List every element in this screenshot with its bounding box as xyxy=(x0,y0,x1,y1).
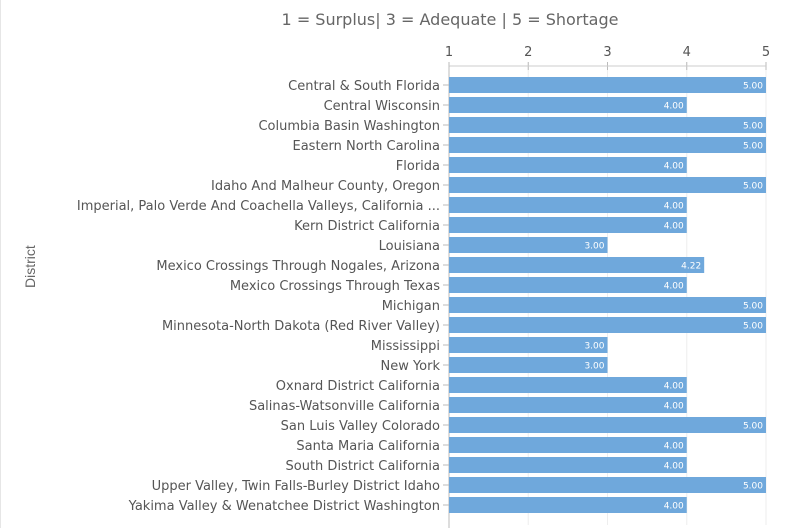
bar-value-label: 4.00 xyxy=(664,462,684,472)
bar-value-label: 5.00 xyxy=(743,422,763,432)
category-label: Kern District California xyxy=(294,219,440,234)
bar xyxy=(449,157,687,173)
x-tick-label: 5 xyxy=(762,45,770,60)
bar xyxy=(449,177,766,193)
category-label: Imperial, Palo Verde And Coachella Valle… xyxy=(77,199,440,214)
bar-value-label: 4.00 xyxy=(664,162,684,172)
bar-value-label: 4.00 xyxy=(664,222,684,232)
bar xyxy=(449,197,687,213)
bar-value-label: 4.00 xyxy=(664,382,684,392)
chart-title: 1 = Surplus| 3 = Adequate | 5 = Shortage xyxy=(281,10,619,29)
bar xyxy=(449,77,766,93)
bar-value-label: 4.22 xyxy=(681,262,701,272)
category-label: Florida xyxy=(396,159,440,174)
bar-value-label: 3.00 xyxy=(584,242,604,252)
x-tick-label: 3 xyxy=(603,45,611,60)
category-label: Mexico Crossings Through Texas xyxy=(230,279,440,294)
bar-value-label: 4.00 xyxy=(664,402,684,412)
x-tick-label: 1 xyxy=(445,45,453,60)
category-label: Salinas-Watsonville California xyxy=(249,399,440,414)
bar xyxy=(449,277,687,293)
category-label: San Luis Valley Colorado xyxy=(281,419,440,434)
bar xyxy=(449,357,608,373)
bar xyxy=(449,117,766,133)
category-label: Columbia Basin Washington xyxy=(258,119,440,134)
bar-value-label: 5.00 xyxy=(743,122,763,132)
category-label: Minnesota-North Dakota (Red River Valley… xyxy=(162,319,440,334)
bar xyxy=(449,237,608,253)
bar-value-label: 5.00 xyxy=(743,482,763,492)
bar xyxy=(449,297,766,313)
bar xyxy=(449,137,766,153)
category-label: Oxnard District California xyxy=(276,379,440,394)
x-tick-label: 4 xyxy=(683,45,691,60)
bar-value-label: 4.00 xyxy=(664,282,684,292)
bar-value-label: 5.00 xyxy=(743,322,763,332)
bar xyxy=(449,397,687,413)
bar xyxy=(449,377,687,393)
bar xyxy=(449,97,687,113)
category-label: Louisiana xyxy=(379,239,440,254)
bar-value-label: 4.00 xyxy=(664,202,684,212)
category-label: Santa Maria California xyxy=(296,439,440,454)
category-label: Idaho And Malheur County, Oregon xyxy=(211,179,440,194)
category-label: Central & South Florida xyxy=(288,79,440,94)
category-label: Eastern North Carolina xyxy=(292,139,440,154)
category-label: Yakima Valley & Wenatchee District Washi… xyxy=(128,499,440,514)
category-label: Central Wisconsin xyxy=(324,99,440,114)
bar-value-label: 5.00 xyxy=(743,302,763,312)
bar-value-label: 5.00 xyxy=(743,82,763,92)
category-label: Mississippi xyxy=(371,339,440,354)
x-tick-label: 2 xyxy=(524,45,532,60)
bar-value-label: 3.00 xyxy=(584,342,604,352)
bar-value-label: 3.00 xyxy=(584,362,604,372)
bar xyxy=(449,417,766,433)
bar-value-label: 4.00 xyxy=(664,102,684,112)
bar xyxy=(449,497,687,513)
bar xyxy=(449,337,608,353)
category-label: South District California xyxy=(286,459,440,474)
category-label: Michigan xyxy=(382,299,440,314)
category-label: Upper Valley, Twin Falls-Burley District… xyxy=(152,479,440,494)
bar xyxy=(449,257,705,273)
bar xyxy=(449,317,766,333)
bar xyxy=(449,437,687,453)
bar xyxy=(449,457,687,473)
bar-value-label: 5.00 xyxy=(743,182,763,192)
bar-value-label: 4.00 xyxy=(664,502,684,512)
category-label: New York xyxy=(380,359,440,374)
bar xyxy=(449,477,766,493)
bar-value-label: 5.00 xyxy=(743,142,763,152)
bar xyxy=(449,217,687,233)
bar-value-label: 4.00 xyxy=(664,442,684,452)
chart-left-border xyxy=(0,0,1,528)
category-label: Mexico Crossings Through Nogales, Arizon… xyxy=(156,259,440,274)
